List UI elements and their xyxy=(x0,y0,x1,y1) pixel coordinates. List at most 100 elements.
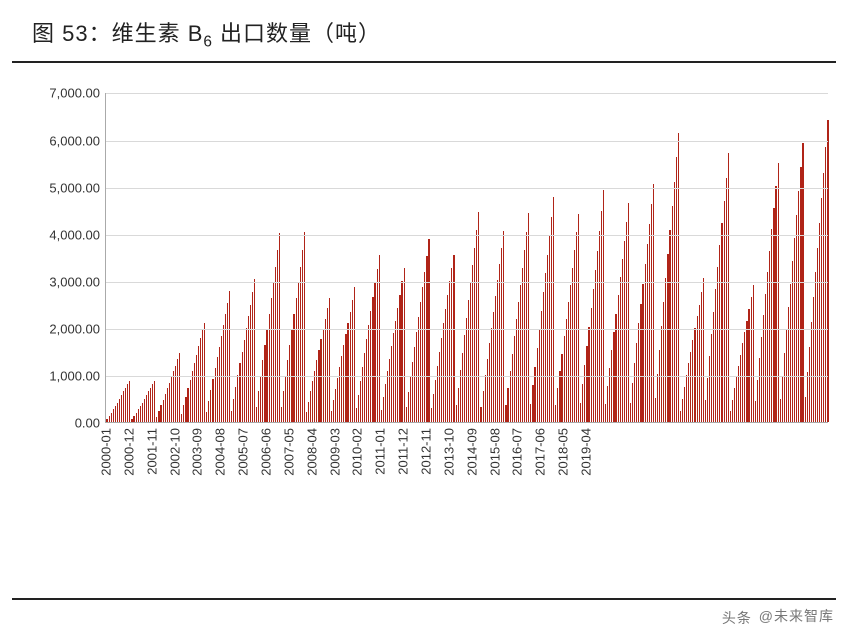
bar xyxy=(250,305,251,423)
bar xyxy=(372,297,373,422)
bar xyxy=(281,407,282,423)
bar xyxy=(163,400,164,423)
watermark: 头条 @未来智库 xyxy=(722,606,834,626)
gridline xyxy=(106,376,828,377)
y-tick-label: 7,000.00 xyxy=(20,86,100,101)
bar xyxy=(495,296,496,422)
gridline xyxy=(106,282,828,283)
bar xyxy=(428,239,429,422)
bar xyxy=(248,316,249,422)
bar xyxy=(647,244,648,422)
bar xyxy=(788,307,789,423)
bar xyxy=(212,379,213,422)
bar xyxy=(262,360,263,422)
bar xyxy=(441,338,442,423)
bar xyxy=(345,334,346,423)
bar xyxy=(551,217,552,423)
bar xyxy=(449,281,450,422)
bar xyxy=(121,395,122,422)
bar xyxy=(144,399,145,423)
bar xyxy=(406,407,407,422)
bar xyxy=(568,302,569,422)
bar xyxy=(308,402,309,423)
bar xyxy=(661,326,662,422)
bar xyxy=(634,363,635,422)
bar xyxy=(474,248,475,422)
bar xyxy=(418,317,419,423)
bar xyxy=(354,287,355,422)
bar xyxy=(532,385,533,422)
bar xyxy=(160,405,161,422)
bar xyxy=(304,232,305,422)
bar xyxy=(185,397,186,422)
bar xyxy=(769,251,770,423)
y-tick-label: 0.00 xyxy=(20,416,100,431)
bar xyxy=(129,381,130,422)
bar xyxy=(115,406,116,423)
bar xyxy=(298,282,299,422)
bars-layer xyxy=(106,93,828,422)
x-tick-label: 2011-01 xyxy=(373,428,388,475)
bar xyxy=(242,352,243,423)
bar xyxy=(593,289,594,423)
y-tick-label: 2,000.00 xyxy=(20,322,100,337)
bar xyxy=(510,371,511,423)
bar xyxy=(757,380,758,423)
x-tick-label: 2007-05 xyxy=(281,428,296,476)
bar xyxy=(516,319,517,422)
bar xyxy=(807,372,808,422)
bar xyxy=(809,347,810,422)
bar xyxy=(771,229,772,422)
bar xyxy=(412,362,413,422)
bar xyxy=(422,287,423,423)
bar xyxy=(217,357,218,422)
x-tick-label: 2005-07 xyxy=(236,428,251,476)
bar xyxy=(223,325,224,423)
bar xyxy=(605,404,606,422)
bar xyxy=(408,392,409,422)
bar xyxy=(119,399,120,423)
bar xyxy=(703,278,704,422)
bar xyxy=(663,302,664,422)
watermark-text: @未来智库 xyxy=(754,608,834,624)
bar xyxy=(275,267,276,423)
bar xyxy=(225,314,226,422)
bar xyxy=(374,283,375,422)
bar xyxy=(665,278,666,422)
bar xyxy=(790,284,791,423)
bar xyxy=(530,404,531,423)
bar xyxy=(401,281,402,422)
bar xyxy=(686,375,687,422)
bar xyxy=(443,323,444,422)
bottom-rule xyxy=(12,598,836,600)
bar xyxy=(778,163,779,422)
bar xyxy=(347,323,348,423)
bar xyxy=(601,211,602,422)
x-tick-label: 2006-06 xyxy=(259,428,274,476)
bar xyxy=(748,309,749,422)
bar xyxy=(707,378,708,422)
bar xyxy=(377,269,378,422)
bar xyxy=(123,391,124,422)
bar xyxy=(669,230,670,422)
x-tick-label: 2017-06 xyxy=(533,428,548,476)
bar xyxy=(800,167,801,422)
bar xyxy=(597,251,598,423)
bar xyxy=(755,401,756,422)
bar xyxy=(543,292,544,422)
bar xyxy=(711,334,712,423)
bar xyxy=(177,359,178,422)
x-tick-label: 2015-08 xyxy=(487,428,502,476)
bar xyxy=(588,327,589,422)
bar xyxy=(237,375,238,422)
bar xyxy=(331,411,332,422)
bar xyxy=(456,405,457,422)
bar xyxy=(796,215,797,423)
bar xyxy=(271,298,272,422)
bar xyxy=(584,365,585,422)
x-tick-label: 2012-11 xyxy=(418,428,433,475)
bar xyxy=(632,383,633,423)
title-suffix: 出口数量（吨） xyxy=(213,21,381,46)
bar xyxy=(653,184,654,422)
bar xyxy=(518,302,519,422)
